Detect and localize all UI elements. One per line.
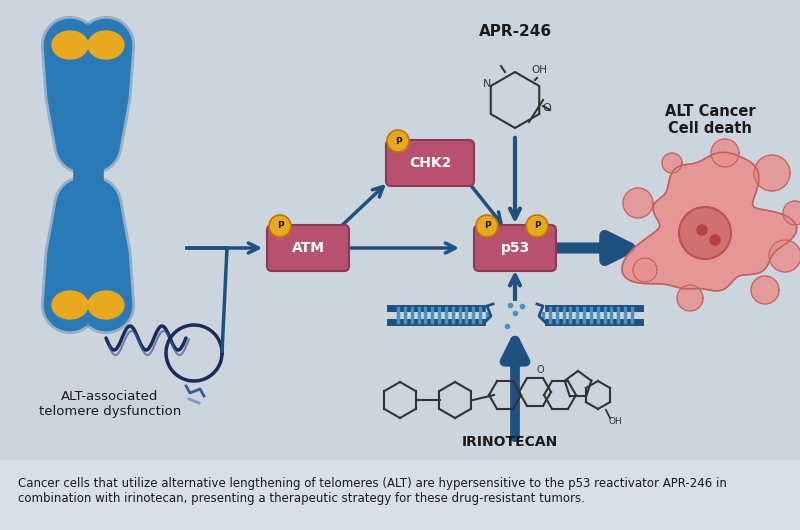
Circle shape — [526, 215, 548, 237]
Ellipse shape — [88, 31, 124, 59]
Text: CHK2: CHK2 — [409, 156, 451, 170]
Circle shape — [623, 188, 653, 218]
Circle shape — [662, 153, 682, 173]
Circle shape — [783, 201, 800, 225]
Text: APR-246: APR-246 — [478, 24, 551, 40]
Text: Cancer cells that utilize alternative lengthening of telomeres (ALT) are hyperse: Cancer cells that utilize alternative le… — [18, 477, 727, 505]
Circle shape — [387, 130, 409, 152]
Circle shape — [769, 240, 800, 272]
Circle shape — [633, 258, 657, 282]
Text: O: O — [536, 365, 544, 375]
Text: ALT-associated
telomere dysfunction: ALT-associated telomere dysfunction — [39, 390, 181, 418]
Text: N: N — [483, 79, 491, 89]
Circle shape — [697, 225, 707, 235]
Circle shape — [754, 155, 790, 191]
Text: P: P — [484, 222, 490, 231]
Text: P: P — [277, 222, 283, 231]
Circle shape — [476, 215, 498, 237]
Text: P: P — [394, 137, 402, 146]
Circle shape — [677, 285, 703, 311]
Text: O: O — [542, 103, 551, 113]
Text: OH: OH — [531, 65, 547, 75]
Text: ALT Cancer
Cell death: ALT Cancer Cell death — [665, 104, 755, 136]
Ellipse shape — [88, 291, 124, 319]
Text: ATM: ATM — [291, 241, 325, 255]
Text: OH: OH — [608, 418, 622, 427]
Ellipse shape — [52, 31, 88, 59]
FancyBboxPatch shape — [386, 140, 474, 186]
Circle shape — [751, 276, 779, 304]
FancyBboxPatch shape — [474, 225, 556, 271]
Text: p53: p53 — [500, 241, 530, 255]
Text: IRINOTECAN: IRINOTECAN — [462, 435, 558, 449]
Ellipse shape — [52, 291, 88, 319]
Text: P: P — [534, 222, 540, 231]
Circle shape — [269, 215, 291, 237]
Circle shape — [710, 235, 720, 245]
FancyBboxPatch shape — [267, 225, 349, 271]
Circle shape — [679, 207, 731, 259]
Circle shape — [711, 139, 739, 167]
Bar — [0, 460, 800, 530]
Polygon shape — [622, 152, 797, 291]
